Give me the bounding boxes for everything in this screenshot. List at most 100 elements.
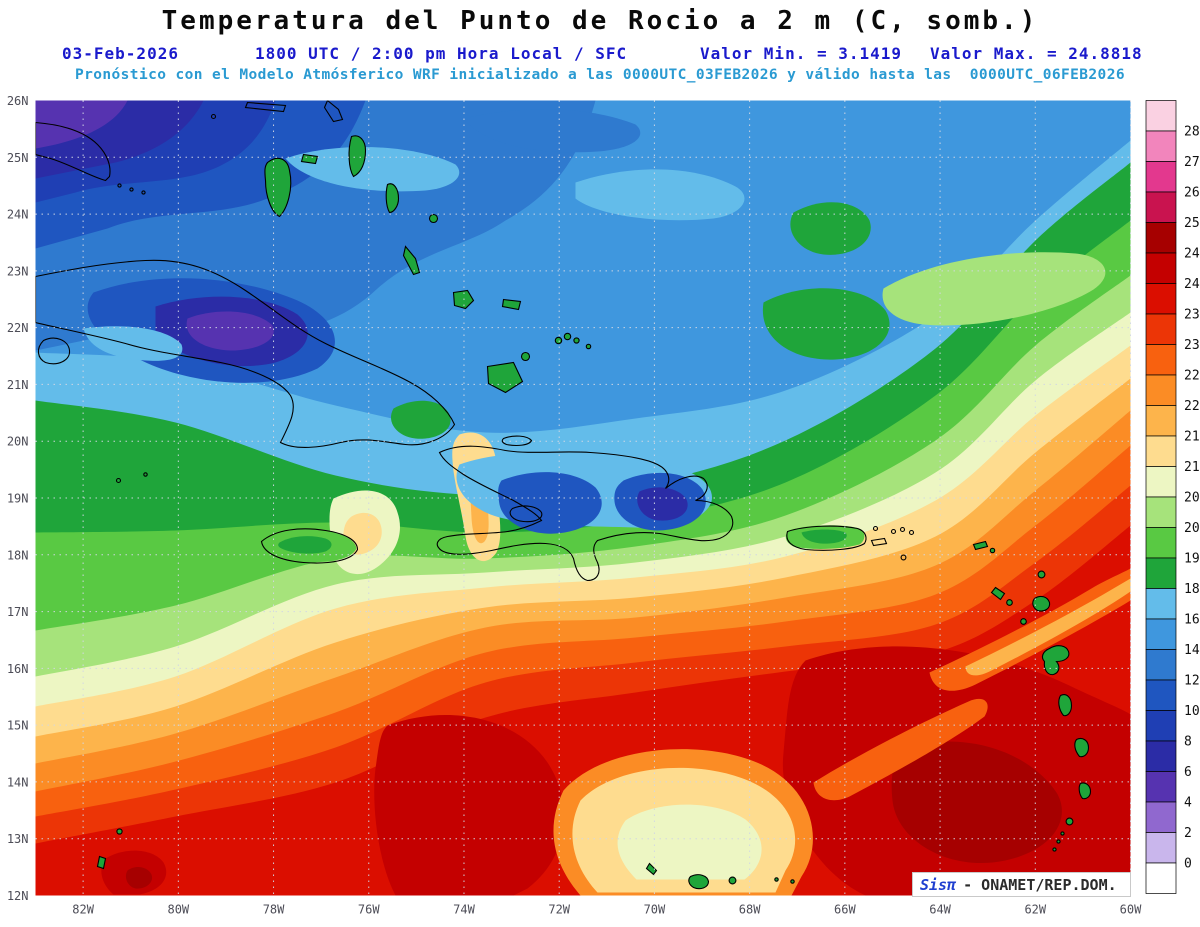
lat-tick-label: 23N (7, 264, 29, 278)
hispaniola-outline (436, 445, 734, 582)
colorbar-tick-label: 16 (1184, 613, 1200, 628)
colorbar-cell (1145, 740, 1177, 772)
forecast-time: 1800 UTC / 2:00 pm Hora Local / SFC (255, 44, 628, 63)
colorbar-tick-label: 10 (1184, 704, 1200, 719)
colorbar-cell (1145, 588, 1177, 620)
watermark-label: - ONAMET/REP.DOM. (963, 875, 1117, 894)
model-info-line: Pronóstico con el Modelo Atmósferico WRF… (75, 67, 1125, 83)
colorbar (1145, 100, 1177, 894)
colorbar-cell (1145, 130, 1177, 162)
colorbar-cell (1145, 100, 1177, 132)
lon-tick-label: 76W (358, 903, 380, 917)
lat-tick-label: 18N (7, 548, 29, 562)
colorbar-cell (1145, 618, 1177, 650)
lat-tick-label: 13N (7, 832, 29, 846)
colorbar-cell (1145, 557, 1177, 589)
colorbar-labels: 2827262524.52423.52322.52221.52120.52019… (1184, 125, 1200, 872)
watermark: Sisπ - ONAMET/REP.DOM. (912, 872, 1131, 897)
colorbar-cell (1145, 679, 1177, 711)
colorbar-tick-label: 0 (1184, 857, 1192, 872)
lat-tick-label: 16N (7, 662, 29, 676)
lat-tick-label: 19N (7, 492, 29, 506)
lat-tick-label: 25N (7, 151, 29, 165)
colorbar-cell (1145, 435, 1177, 467)
colorbar-tick-label: 12 (1184, 674, 1200, 689)
lon-axis-labels: 82W 80W 78W 76W 74W 72W 70W 68W 66W 64W 62W 60W (72, 903, 1142, 917)
colorbar-tick-label: 21 (1184, 460, 1200, 475)
min-value-label: Valor Min. = 3.1419 (700, 44, 903, 63)
colorbar-tick-label: 26 (1184, 186, 1200, 201)
colorbar-tick-label: 24 (1184, 277, 1200, 292)
lat-tick-label: 14N (7, 775, 29, 789)
colorbar-cell (1145, 801, 1177, 833)
lon-tick-label: 60W (1120, 903, 1142, 917)
lon-tick-label: 70W (644, 903, 666, 917)
colorbar-cell (1145, 527, 1177, 559)
lon-tick-label: 66W (834, 903, 856, 917)
colorbar-tick-label: 19 (1184, 552, 1200, 567)
forecast-date: 03-Feb-2026 (62, 44, 179, 63)
colorbar-cell (1145, 862, 1177, 894)
lat-tick-label: 26N (7, 94, 29, 108)
lon-tick-label: 62W (1024, 903, 1046, 917)
lat-tick-label: 20N (7, 435, 29, 449)
colorbar-cell (1145, 222, 1177, 254)
colorbar-cell (1145, 771, 1177, 803)
map-header: Temperatura del Punto de Rocio a 2 m (C,… (0, 0, 1200, 100)
colorbar-tick-label: 24.5 (1184, 247, 1200, 262)
max-value-label: Valor Max. = 24.8818 (930, 44, 1143, 63)
lat-tick-label: 24N (7, 208, 29, 222)
colorbar-tick-label: 21.5 (1184, 430, 1200, 445)
colorbar-tick-label: 4 (1184, 796, 1192, 811)
lat-axis-labels: 26N 25N 24N 23N 22N 21N 20N 19N 18N 17N 16N 15N 14N 1… (7, 94, 29, 903)
colorbar-tick-label: 23.5 (1184, 308, 1200, 323)
lon-tick-label: 64W (929, 903, 951, 917)
lat-tick-label: 17N (7, 605, 29, 619)
colorbar-cell (1145, 161, 1177, 193)
colorbar-tick-label: 23 (1184, 338, 1200, 353)
island-outlines (35, 100, 1092, 894)
colorbar-cell (1145, 710, 1177, 742)
map-area: 26N 25N 24N 23N 22N 21N 20N 19N 18N 17N 16N 15N 14N 1… (7, 94, 1142, 917)
colorbar-cell (1145, 252, 1177, 284)
colorbar-cell (1145, 374, 1177, 406)
colorbar-cell (1145, 649, 1177, 681)
colorbar-tick-label: 2 (1184, 826, 1192, 841)
lon-tick-label: 78W (263, 903, 285, 917)
jamaica-outline (260, 528, 359, 564)
contour-field-details (35, 100, 1131, 896)
page-title: Temperatura del Punto de Rocio a 2 m (C,… (161, 6, 1039, 36)
watermark-brand: Sisπ (920, 875, 957, 894)
lon-tick-label: 74W (453, 903, 475, 917)
colorbar-cell (1145, 496, 1177, 528)
lon-tick-label: 80W (167, 903, 189, 917)
colorbar-tick-label: 20.5 (1184, 491, 1200, 506)
lon-tick-label: 82W (72, 903, 94, 917)
lon-tick-label: 72W (548, 903, 570, 917)
colorbar-tick-label: 22.5 (1184, 369, 1200, 384)
colorbar-tick-label: 18 (1184, 582, 1200, 597)
florida-coast (35, 121, 111, 182)
colorbar-cell (1145, 405, 1177, 437)
lon-tick-label: 68W (739, 903, 761, 917)
cuba-outline (35, 259, 456, 448)
legend-area: 2827262524.52423.52322.52221.52120.52019… (1145, 100, 1200, 894)
lat-tick-label: 12N (7, 889, 29, 903)
colorbar-tick-label: 27 (1184, 155, 1200, 170)
colorbar-cell (1145, 283, 1177, 315)
colorbar-tick-label: 8 (1184, 735, 1192, 750)
lat-tick-label: 15N (7, 719, 29, 733)
colorbar-cell (1145, 313, 1177, 345)
colorbar-tick-label: 20 (1184, 521, 1200, 536)
colorbar-tick-label: 14 (1184, 643, 1200, 658)
colorbar-tick-label: 25 (1184, 216, 1200, 231)
lat-tick-label: 21N (7, 378, 29, 392)
lat-tick-label: 22N (7, 321, 29, 335)
puerto-rico-outline (786, 525, 867, 551)
colorbar-cell (1145, 832, 1177, 864)
grid-lines (35, 100, 1131, 896)
colorbar-cell (1145, 191, 1177, 223)
colorbar-cell (1145, 344, 1177, 376)
